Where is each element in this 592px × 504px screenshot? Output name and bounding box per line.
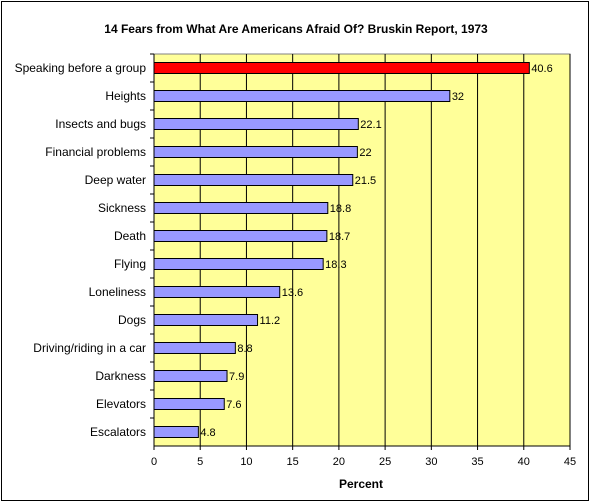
x-tick-label-35: 35 (471, 456, 483, 468)
category-label: Dogs (118, 313, 146, 327)
value-label: 8.8 (237, 343, 252, 355)
category-label: Darkness (95, 369, 146, 383)
category-label: Financial problems (45, 145, 146, 159)
value-label: 7.6 (226, 399, 241, 411)
value-label: 13.6 (282, 287, 303, 299)
bar-heights (153, 90, 451, 102)
x-tick-label-5: 5 (197, 456, 203, 468)
category-label: Heights (105, 89, 146, 103)
value-label: 4.8 (200, 427, 215, 439)
value-label: 22 (359, 147, 371, 159)
x-tick-labels: 0 5 10 15 20 25 30 35 40 45 (151, 446, 576, 468)
chart-title: 14 Fears from What Are Americans Afraid … (104, 22, 488, 36)
x-tick-label-15: 15 (287, 456, 299, 468)
category-label: Insects and bugs (55, 117, 146, 131)
value-label: 18.3 (325, 259, 346, 271)
category-label: Elevators (96, 397, 146, 411)
x-tick-label-40: 40 (518, 456, 530, 468)
bar-sickness (153, 202, 329, 214)
bars (150, 53, 530, 438)
bar-loneliness (153, 286, 281, 298)
category-label: Death (114, 229, 146, 243)
bar-financial-problems (153, 146, 358, 158)
category-label: Sickness (98, 201, 146, 215)
bar-insects-and-bugs (153, 118, 359, 130)
x-tick-label-30: 30 (425, 456, 437, 468)
bar-flying (153, 258, 324, 270)
value-label: 7.9 (229, 371, 244, 383)
bar-deep-water (153, 174, 354, 186)
category-label: Loneliness (89, 285, 146, 299)
value-label: 32 (452, 91, 464, 103)
value-label: 18.8 (330, 203, 351, 215)
bar-elevators (153, 398, 225, 410)
x-tick-label-20: 20 (333, 456, 345, 468)
value-label: 18.7 (329, 231, 350, 243)
value-label: 40.6 (531, 63, 552, 75)
category-label: Speaking before a group (15, 61, 147, 75)
value-label: 22.1 (360, 119, 381, 131)
bar-darkness (153, 370, 228, 382)
category-labels: Speaking before a group Heights Insects an… (15, 61, 147, 439)
category-label: Driving/riding in a car (33, 341, 146, 355)
category-label: Deep water (85, 173, 146, 187)
bar-driving-riding-in-a-car (153, 342, 236, 354)
bar-death (153, 230, 328, 242)
plot-area (153, 53, 571, 447)
bar-speaking-before-a-group (153, 62, 530, 74)
x-tick-label-0: 0 (151, 456, 157, 468)
x-tick-label-10: 10 (240, 456, 252, 468)
x-tick-label-45: 45 (564, 456, 576, 468)
bar-dogs (153, 314, 259, 326)
value-labels: 40.6 32 22.1 22 21.5 18.8 18.7 18.3 13.6 11.2 8.8 7… (200, 63, 552, 439)
bar-escalators (153, 426, 199, 438)
value-label: 11.2 (260, 315, 281, 327)
value-label: 21.5 (355, 175, 376, 187)
x-tick-label-25: 25 (379, 456, 391, 468)
x-axis-title: Percent (339, 477, 383, 491)
category-label: Flying (114, 257, 146, 271)
category-label: Escalators (90, 425, 146, 439)
